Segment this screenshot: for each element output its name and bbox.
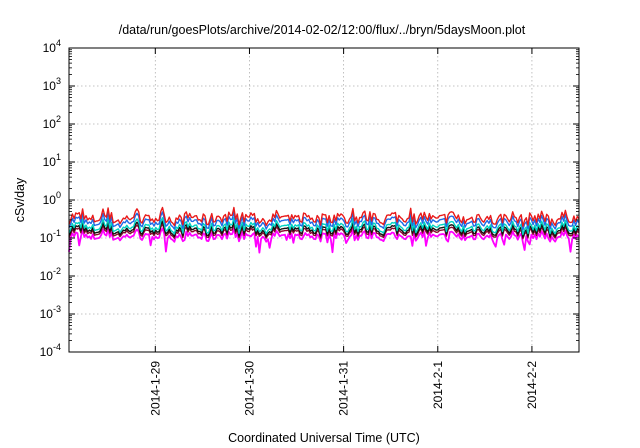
y-tick-label: 10-4: [40, 342, 61, 359]
y-tick-label: 10-1: [40, 228, 61, 245]
chart-title: /data/run/goesPlots/archive/2014-02-02/1…: [119, 23, 526, 37]
y-tick-label: 101: [43, 152, 61, 169]
y-tick-label: 100: [43, 190, 61, 207]
series-line: [68, 206, 580, 227]
x-tick-label: 2014-1-31: [337, 361, 351, 416]
x-axis-title: Coordinated Universal Time (UTC): [228, 431, 420, 445]
series-line: [68, 211, 580, 231]
x-tick-label: 2014-1-30: [242, 361, 256, 416]
grid-layer: [69, 48, 579, 352]
y-tick-label: 104: [43, 38, 61, 55]
x-tick-label: 2014-1-29: [148, 361, 162, 416]
y-tick-label: 10-2: [40, 266, 61, 283]
series-line: [68, 227, 580, 254]
series-line: [68, 216, 580, 236]
y-tick-label: 102: [43, 114, 61, 131]
y-tick-label: 103: [43, 76, 61, 93]
x-tick-label: 2014-2-2: [525, 361, 539, 409]
label-layer: 10-4 10-3 10-2 10-1 100 101 102 103 104 2014-1-29…: [40, 38, 539, 416]
series-line: [68, 220, 580, 238]
x-tick-label: 2014-2-1: [431, 361, 445, 409]
series-line: [68, 223, 580, 240]
y-tick-label: 10-3: [40, 304, 61, 321]
y-axis-title: cSv/day: [13, 177, 27, 222]
tick-layer: [69, 47, 579, 353]
series-layer: [68, 206, 580, 254]
